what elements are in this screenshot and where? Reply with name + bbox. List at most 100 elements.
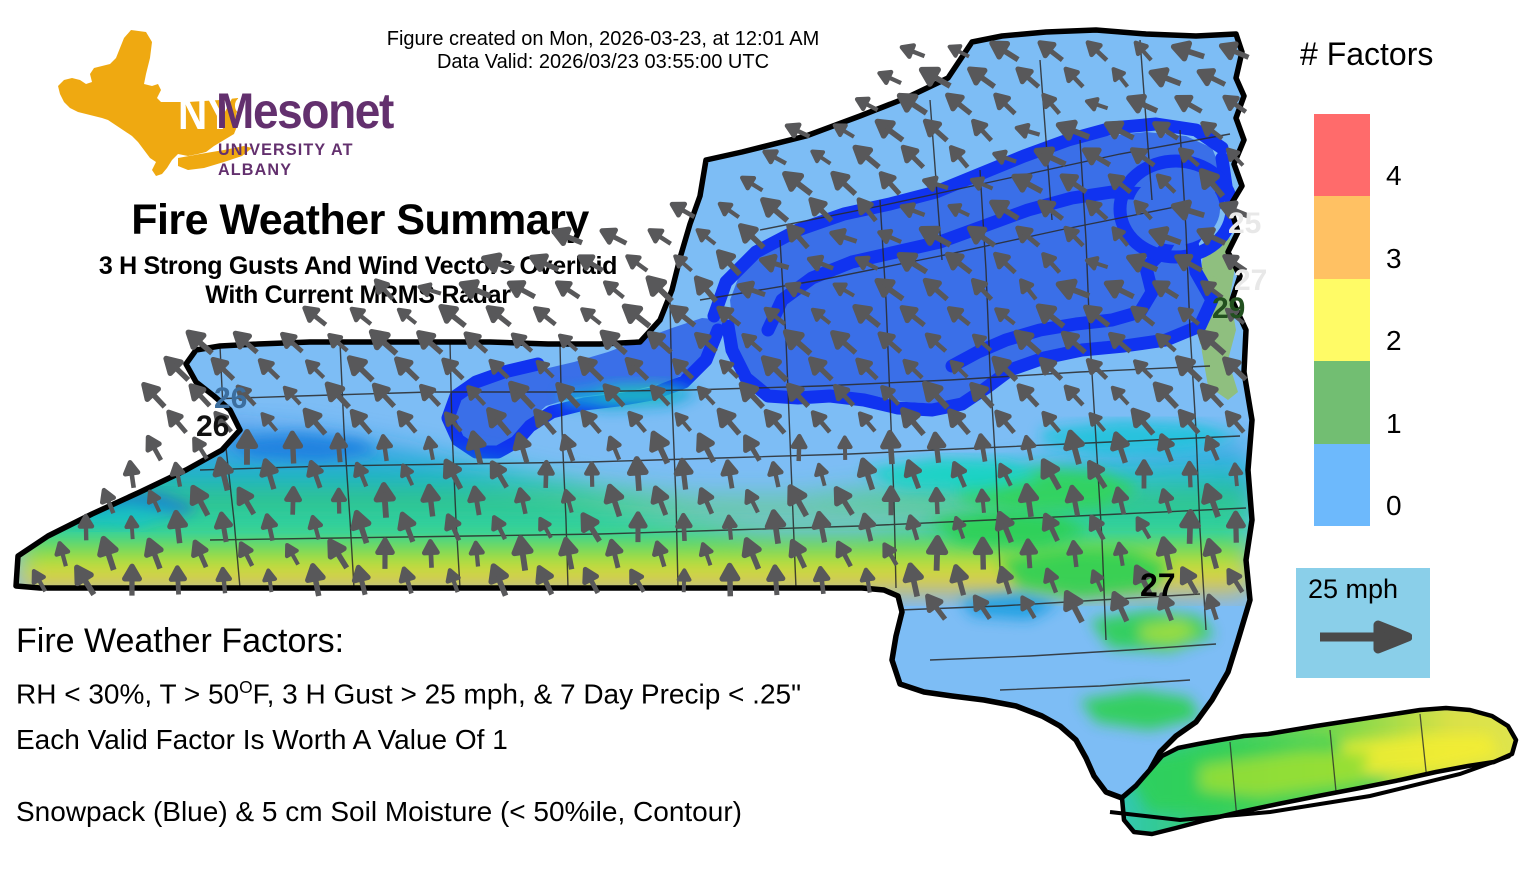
wind-vector-arrow [1196, 65, 1228, 91]
fire-weather-notes: Fire Weather Factors: RH < 30%, T > 50OF… [16, 618, 916, 835]
wind-vector-arrow [995, 566, 1016, 596]
wind-vector-arrow [1015, 122, 1041, 140]
wind-vector-arrow [918, 222, 955, 252]
wind-vector-arrow [1227, 461, 1245, 489]
colorbar-swatch-1 [1314, 361, 1370, 444]
wind-vector-arrow [676, 568, 692, 595]
notes-each-factor: Each Valid Factor Is Worth A Value Of 1 [16, 724, 508, 756]
wind-vector-arrow [783, 483, 813, 520]
wind-vector-arrow [988, 37, 1022, 66]
wind-vector-arrow [442, 513, 465, 543]
gust-label-25: 25 [1228, 207, 1261, 240]
wind-vector-arrow [877, 68, 904, 89]
wind-vector-arrow [736, 379, 769, 413]
wind-vector-arrow [1151, 118, 1182, 144]
wind-vector-arrow [807, 144, 836, 171]
wind-vector-arrow [694, 226, 719, 249]
wind-vector-arrow [1036, 354, 1066, 384]
wind-vector-arrow [856, 410, 880, 435]
wind-vector-arrow [854, 196, 881, 225]
wind-vector-arrow [631, 514, 645, 542]
wind-vector-arrow [670, 408, 697, 437]
wind-vector-arrow [839, 437, 851, 460]
wind-vector-arrow [509, 330, 536, 356]
wind-vector-arrow [1111, 487, 1130, 516]
wind-vector-arrow [1106, 329, 1134, 356]
wind-vector-arrow [970, 175, 995, 194]
wind-vector-arrow [928, 538, 945, 571]
wind-vector-arrow [1061, 65, 1087, 92]
wind-vector-arrow [1203, 594, 1223, 622]
wind-vector-arrow [812, 512, 832, 544]
wind-vector-arrow [1106, 171, 1135, 198]
wind-vector-arrow [879, 541, 901, 568]
wind-vector-arrow [183, 327, 217, 359]
wind-vector-arrow [579, 566, 603, 596]
wind-vector-arrow [902, 459, 925, 490]
notes-heading: Fire Weather Factors: [16, 622, 345, 660]
wind-vector-arrow [305, 564, 326, 597]
wind-vector-arrow [54, 542, 72, 568]
wind-vector-arrow [465, 431, 488, 465]
wind-vector-arrow [470, 542, 484, 567]
legend-title: # Factors [1300, 36, 1434, 72]
wind-vector-arrow [830, 227, 859, 248]
wind-vector-arrow [1155, 592, 1178, 623]
wind-vector-arrow [1086, 514, 1109, 543]
data-valid-line: Data Valid: 2026/03/23 03:55:00 UTC [436, 51, 770, 73]
wind-vector-arrow [349, 510, 374, 545]
wind-vector-arrow [792, 436, 805, 461]
wind-vector-arrow [422, 486, 441, 518]
wind-vector-arrow [261, 514, 279, 542]
wind-vector-arrow [1011, 327, 1045, 359]
wind-vector-arrow [560, 489, 577, 514]
colorbar-swatch-4 [1314, 114, 1370, 197]
wind-vector-arrow [1083, 459, 1111, 492]
wind-key-label: 25 mph [1308, 574, 1399, 604]
wind-vector-arrow [877, 227, 904, 247]
wind-vector-arrow [828, 168, 860, 200]
wind-vector-arrow [189, 436, 212, 462]
wind-vector-arrow [1039, 91, 1064, 117]
wind-vector-arrow [1156, 537, 1178, 571]
wind-vector-arrow [394, 408, 421, 436]
wind-vector-arrow [988, 196, 1022, 225]
wind-vector-arrow [1107, 591, 1133, 625]
wind-vector-arrow [930, 489, 944, 514]
wind-vector-arrow [1221, 92, 1249, 117]
wind-vector-arrow [282, 542, 303, 567]
wind-vector-arrow [1081, 301, 1113, 331]
wind-vector-arrow [1061, 383, 1087, 410]
wind-vector-arrow [898, 142, 928, 172]
wind-vector-arrow [1034, 300, 1069, 332]
wind-vector-arrow [1127, 405, 1159, 438]
wind-vector-arrow [622, 354, 652, 384]
wind-vector-arrow [992, 148, 1018, 167]
wind-vector-arrow [1151, 277, 1182, 303]
wind-vector-arrow [695, 487, 718, 516]
wind-vector-arrow [1103, 277, 1137, 304]
wind-vector-arrow [811, 461, 832, 490]
wind-vector-arrow [486, 563, 513, 599]
wind-vector-arrow [898, 302, 929, 331]
wind-vector-arrow [256, 408, 283, 437]
wind-vector-arrow [600, 381, 629, 410]
wind-vector-arrow [761, 407, 790, 438]
wind-vector-arrow [1172, 352, 1206, 386]
wind-vector-arrow [1039, 512, 1064, 544]
wind-vector-arrow [713, 247, 745, 280]
wind-vector-arrow [860, 569, 875, 594]
wind-vector-arrow [698, 542, 716, 567]
wind-vector-arrow [807, 303, 836, 330]
wind-vector-arrow [759, 253, 790, 274]
wind-vector-arrow [677, 515, 691, 541]
wind-vector-arrow [1056, 117, 1093, 144]
wind-vector-arrow [1109, 66, 1132, 91]
wind-vector-arrow [722, 565, 738, 596]
wind-vector-arrow [976, 490, 989, 513]
wind-vector-arrow [854, 94, 880, 115]
wind-vector-arrow [1036, 37, 1067, 65]
wind-vector-arrow [858, 513, 877, 542]
wind-vector-arrow [1150, 379, 1183, 413]
wind-vector-arrow [739, 331, 765, 356]
